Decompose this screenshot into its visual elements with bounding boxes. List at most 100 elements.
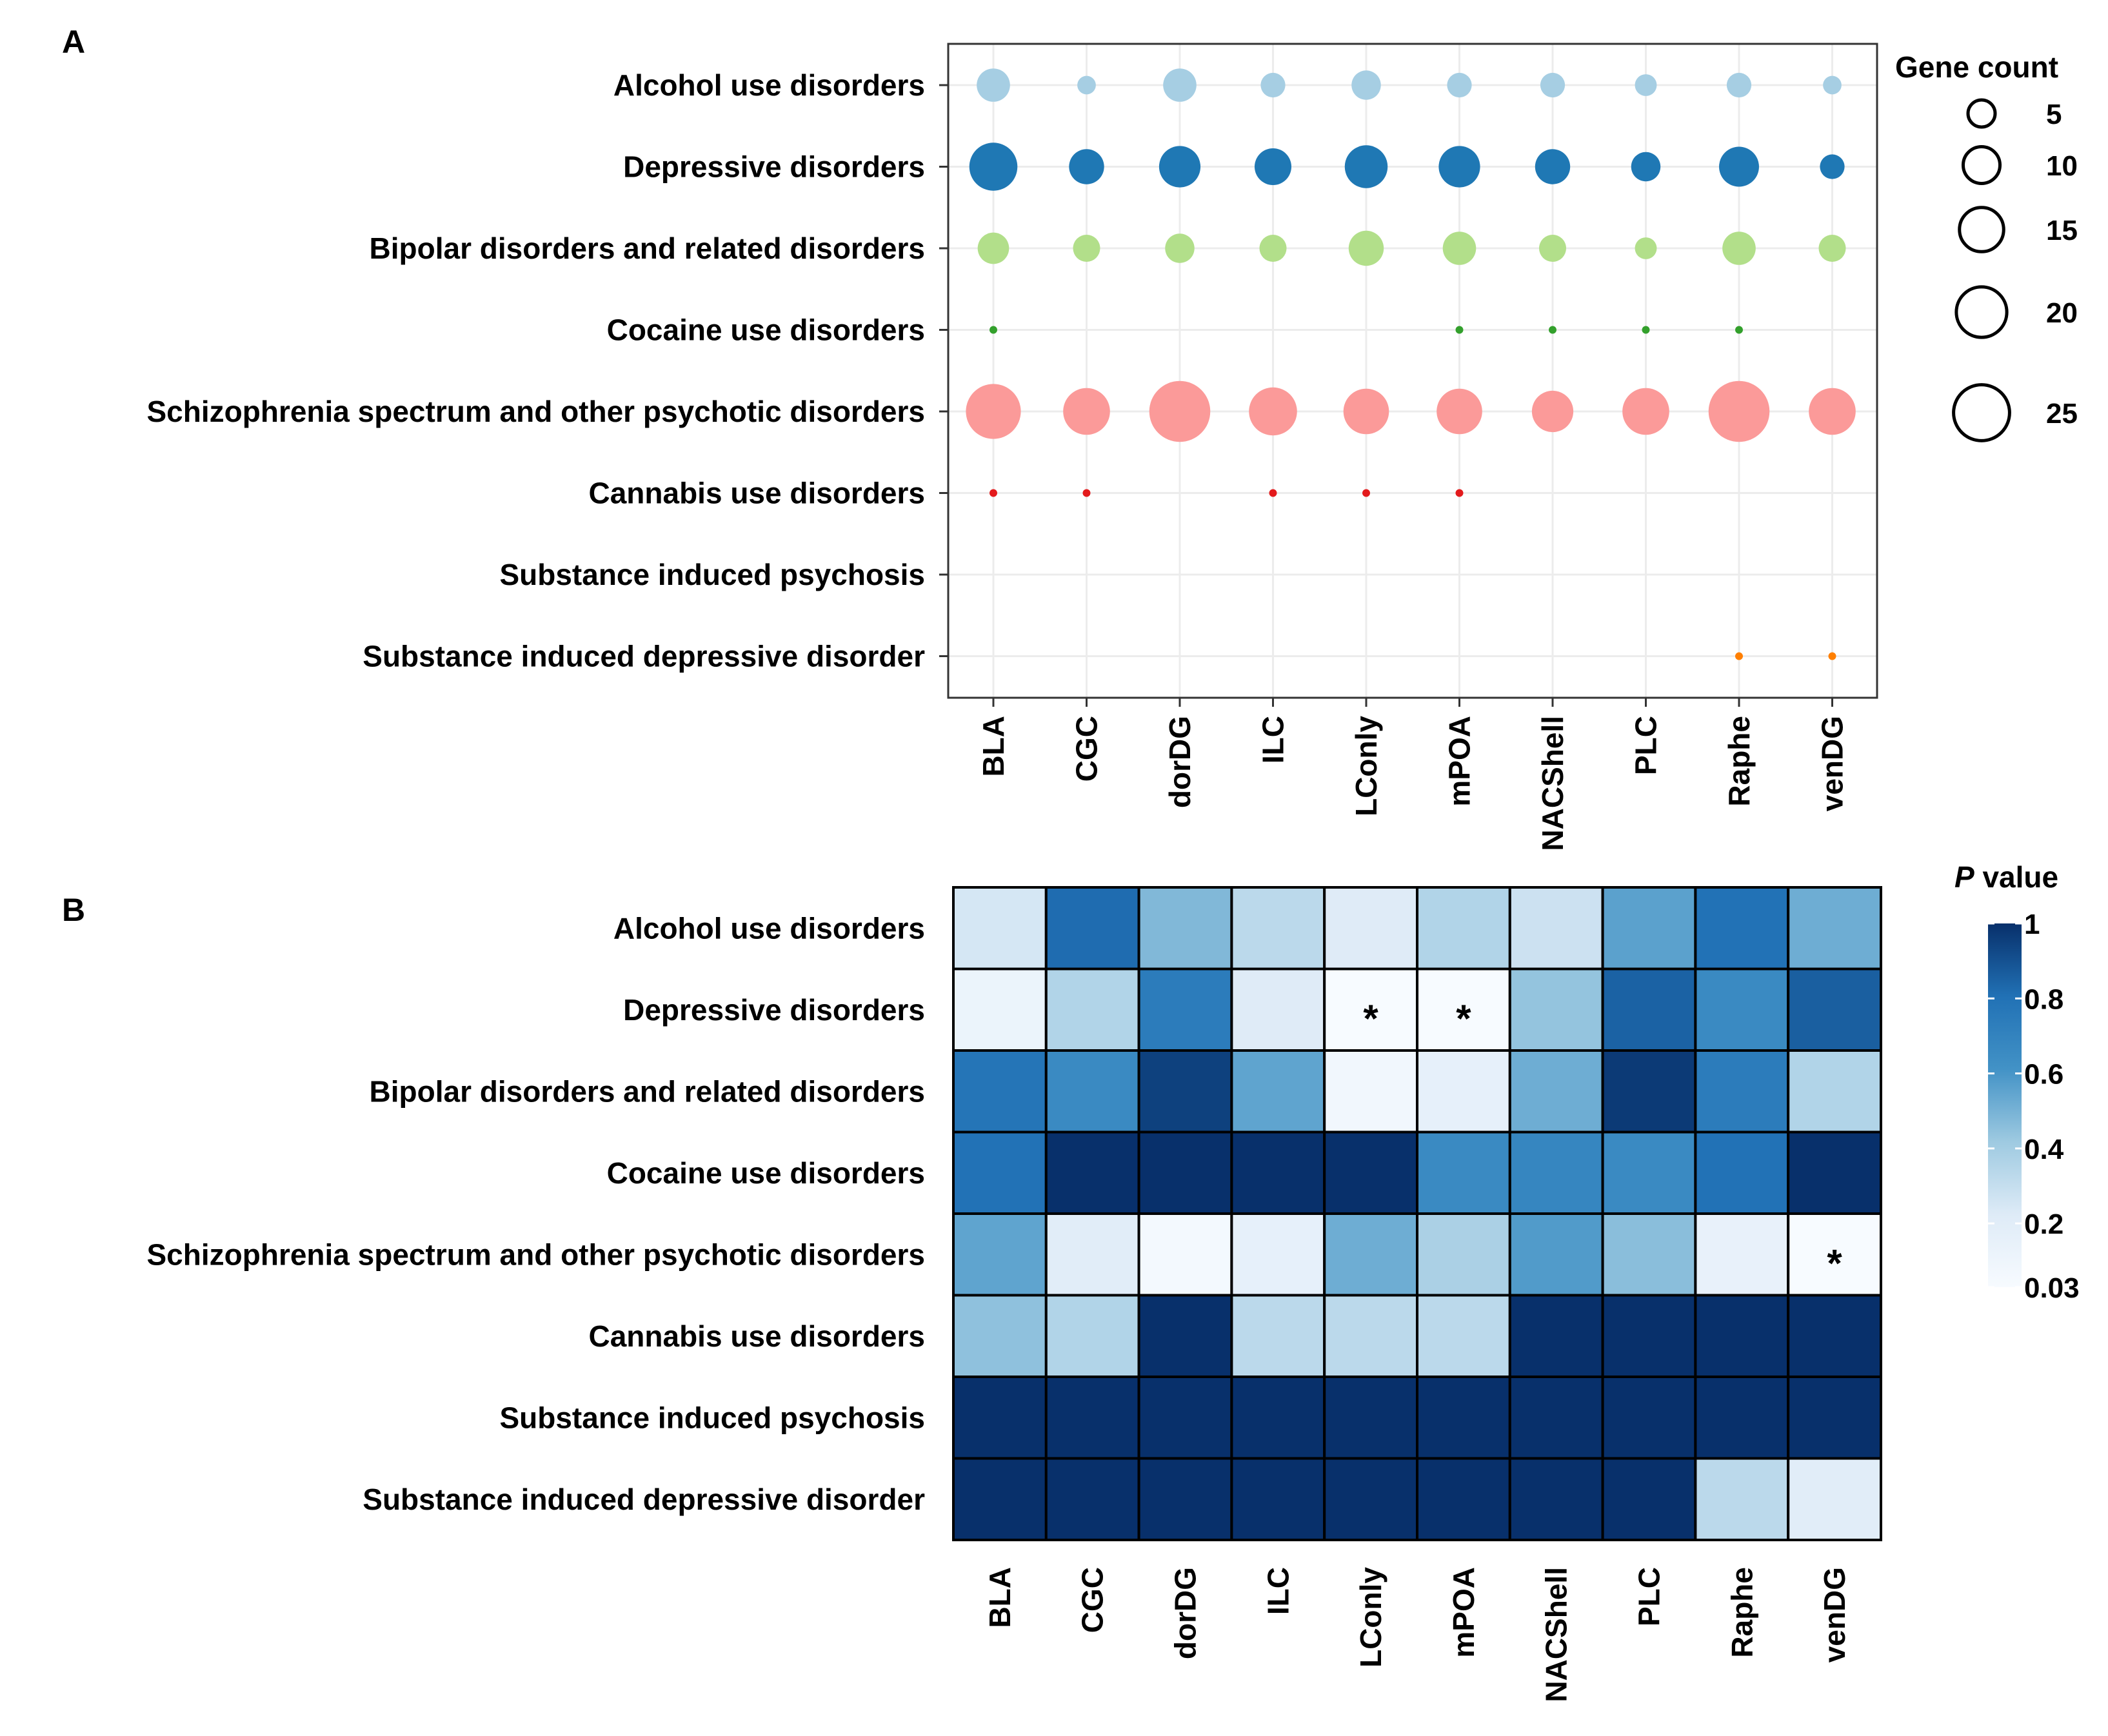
cell-cocaine-use-disorders-bla xyxy=(952,1130,1048,1215)
cell-cannabis-use-disorders-plc xyxy=(1601,1294,1697,1378)
cell-alcohol-use-disorders-bla xyxy=(952,886,1048,971)
cell-substance-induced-depressive-disorder-raphe xyxy=(1694,1457,1790,1541)
legend-label-10: 10 xyxy=(2046,150,2078,182)
cell-substance-induced-depressive-disorder-mpoa xyxy=(1416,1457,1511,1541)
row-label-substance-induced-psychosis: Substance induced psychosis xyxy=(499,1401,925,1434)
col-label-ilc: ILC xyxy=(1257,716,1290,764)
bubble-bipolar-disorders-and-related-disorders-dordg xyxy=(1165,233,1195,263)
row-label-alcohol-use-disorders: Alcohol use disorders xyxy=(613,68,925,102)
cell-cannabis-use-disorders-bla xyxy=(952,1294,1048,1378)
cell-schizophrenia-spectrum-and-other-psychotic-disorders-raphe xyxy=(1694,1212,1790,1297)
cell-alcohol-use-disorders-vendg xyxy=(1787,886,1882,971)
cell-bipolar-disorders-and-related-disorders-dordg xyxy=(1137,1049,1233,1134)
cell-alcohol-use-disorders-cgc xyxy=(1044,886,1140,971)
cell-substance-induced-psychosis-dordg xyxy=(1137,1376,1233,1460)
cell-substance-induced-psychosis-mpoa xyxy=(1416,1376,1511,1460)
cell-depressive-disorders-nacshell xyxy=(1508,967,1604,1052)
cell-substance-induced-psychosis-lconly xyxy=(1323,1376,1418,1460)
bubble-schizophrenia-spectrum-and-other-psychotic-disorders-mpoa xyxy=(1437,388,1482,435)
cell-cocaine-use-disorders-raphe xyxy=(1694,1130,1790,1215)
cell-substance-induced-depressive-disorder-cgc xyxy=(1044,1457,1140,1541)
significance-star: * xyxy=(1456,997,1471,1040)
bubble-schizophrenia-spectrum-and-other-psychotic-disorders-dordg xyxy=(1149,380,1211,442)
colorbar-gradient xyxy=(1988,923,2022,1287)
cell-schizophrenia-spectrum-and-other-psychotic-disorders-bla xyxy=(952,1212,1048,1297)
cell-depressive-disorders-cgc xyxy=(1044,967,1140,1052)
colorbar-title-italic: P xyxy=(1954,860,1974,894)
cell-depressive-disorders-vendg xyxy=(1787,967,1882,1052)
col-label-vendg: venDG xyxy=(1816,716,1849,811)
plot-frame xyxy=(947,43,1878,699)
cell-bipolar-disorders-and-related-disorders-nacshell xyxy=(1508,1049,1604,1134)
cell-cannabis-use-disorders-cgc xyxy=(1044,1294,1140,1378)
legend-circle-15 xyxy=(1958,206,2005,253)
bubble-schizophrenia-spectrum-and-other-psychotic-disorders-raphe xyxy=(1708,380,1770,442)
row-label-schizophrenia-spectrum-and-other-psychotic-disorders: Schizophrenia spectrum and other psychot… xyxy=(147,395,926,428)
col-label-dordg: dorDG xyxy=(1169,1567,1202,1659)
bubble-alcohol-use-disorders-lconly xyxy=(1351,70,1381,100)
bubble-cannabis-use-disorders-mpoa xyxy=(1455,489,1464,497)
bubble-depressive-disorders-raphe xyxy=(1719,146,1759,187)
cell-substance-induced-psychosis-cgc xyxy=(1044,1376,1140,1460)
panel-a-label: A xyxy=(62,24,85,60)
cell-bipolar-disorders-and-related-disorders-plc xyxy=(1601,1049,1697,1134)
bubble-bipolar-disorders-and-related-disorders-ilc xyxy=(1259,234,1287,262)
cell-cocaine-use-disorders-cgc xyxy=(1044,1130,1140,1215)
bubble-cocaine-use-disorders-mpoa xyxy=(1455,326,1464,334)
cell-substance-induced-psychosis-nacshell xyxy=(1508,1376,1604,1460)
cell-schizophrenia-spectrum-and-other-psychotic-disorders-mpoa xyxy=(1416,1212,1511,1297)
bubble-cocaine-use-disorders-bla xyxy=(989,326,997,334)
legend-circle-5 xyxy=(1966,98,1997,129)
colorbar-label-1: 1 xyxy=(2024,909,2040,940)
bubble-substance-induced-depressive-disorder-raphe xyxy=(1735,652,1743,660)
cell-cocaine-use-disorders-ilc xyxy=(1230,1130,1326,1215)
bubble-bipolar-disorders-and-related-disorders-plc xyxy=(1635,237,1657,259)
bubble-bipolar-disorders-and-related-disorders-bla xyxy=(977,232,1009,264)
bubble-depressive-disorders-dordg xyxy=(1158,146,1201,188)
cell-substance-induced-psychosis-vendg xyxy=(1787,1376,1882,1460)
col-label-mpoa: mPOA xyxy=(1443,716,1477,807)
cell-cannabis-use-disorders-lconly xyxy=(1323,1294,1418,1378)
cell-bipolar-disorders-and-related-disorders-lconly xyxy=(1323,1049,1418,1134)
cell-cocaine-use-disorders-mpoa xyxy=(1416,1130,1511,1215)
gene-count-legend: Gene count 5 10 15 20 25 xyxy=(1895,50,2078,442)
cell-depressive-disorders-raphe xyxy=(1694,967,1790,1052)
bubble-cannabis-use-disorders-lconly xyxy=(1362,489,1370,497)
cell-substance-induced-depressive-disorder-nacshell xyxy=(1508,1457,1604,1541)
cell-bipolar-disorders-and-related-disorders-cgc xyxy=(1044,1049,1140,1134)
bubble-alcohol-use-disorders-raphe xyxy=(1726,72,1752,98)
bubble-alcohol-use-disorders-bla xyxy=(977,68,1010,102)
cell-schizophrenia-spectrum-and-other-psychotic-disorders-cgc xyxy=(1044,1212,1140,1297)
cell-depressive-disorders-bla xyxy=(952,967,1048,1052)
col-label-plc: PLC xyxy=(1633,1567,1666,1626)
cell-bipolar-disorders-and-related-disorders-raphe xyxy=(1694,1049,1790,1134)
bubble-cocaine-use-disorders-plc xyxy=(1642,326,1650,334)
cell-alcohol-use-disorders-lconly xyxy=(1323,886,1418,971)
colorbar-label-0-4: 0.4 xyxy=(2024,1134,2064,1165)
cell-alcohol-use-disorders-plc xyxy=(1601,886,1697,971)
cell-cocaine-use-disorders-vendg xyxy=(1787,1130,1882,1215)
col-label-nacshell: NACShell xyxy=(1540,1567,1573,1702)
heatmap-panel-b: * * * Alcohol use disorders Depressive disor… xyxy=(147,886,1882,1702)
bubble-cannabis-use-disorders-ilc xyxy=(1269,489,1277,497)
cell-alcohol-use-disorders-dordg xyxy=(1137,886,1233,971)
bubble-bipolar-disorders-and-related-disorders-cgc xyxy=(1073,234,1100,262)
col-label-raphe: Raphe xyxy=(1725,1567,1758,1658)
row-label-cocaine-use-disorders: Cocaine use disorders xyxy=(607,313,925,347)
colorbar-title: P value xyxy=(1954,860,2058,894)
colorbar-label-0-2: 0.2 xyxy=(2024,1208,2063,1240)
cell-cocaine-use-disorders-nacshell xyxy=(1508,1130,1604,1215)
bubble-schizophrenia-spectrum-and-other-psychotic-disorders-plc xyxy=(1622,388,1669,435)
col-label-lconly: LConly xyxy=(1349,716,1383,816)
cell-substance-induced-psychosis-plc xyxy=(1601,1376,1697,1460)
row-label-substance-induced-depressive-disorder: Substance induced depressive disorder xyxy=(363,640,925,673)
cell-cannabis-use-disorders-ilc xyxy=(1230,1294,1326,1378)
col-label-bla: BLA xyxy=(977,716,1010,777)
bubble-depressive-disorders-vendg xyxy=(1820,154,1845,179)
row-label-bipolar-disorders-and-related-disorders: Bipolar disorders and related disorders xyxy=(370,1074,925,1108)
cell-alcohol-use-disorders-nacshell xyxy=(1508,886,1604,971)
bubble-bipolar-disorders-and-related-disorders-vendg xyxy=(1818,234,1846,262)
row-label-substance-induced-depressive-disorder: Substance induced depressive disorder xyxy=(363,1483,925,1516)
bubble-depressive-disorders-cgc xyxy=(1069,149,1104,184)
